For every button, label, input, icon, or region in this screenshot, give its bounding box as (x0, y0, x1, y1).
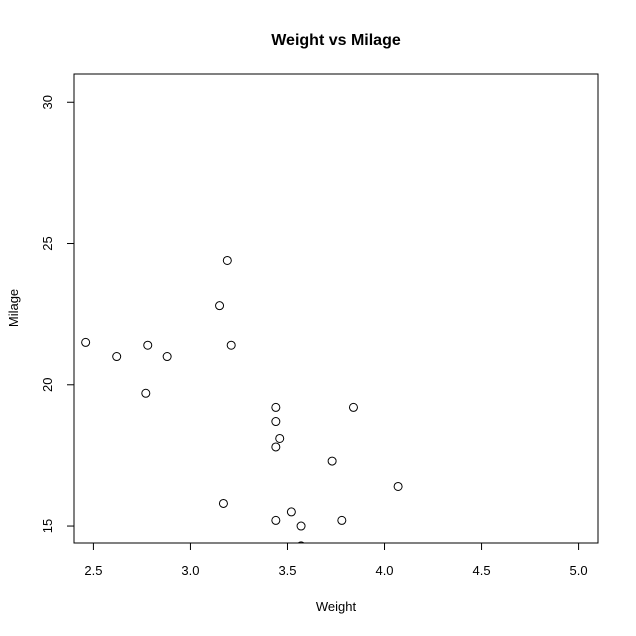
x-axis: 2.5 3.0 3.5 4.0 4.5 5.0 (84, 542, 588, 578)
data-point (286, 507, 296, 517)
y-tick-label: 30 (40, 95, 55, 109)
data-point (393, 481, 403, 491)
data-point (215, 301, 225, 311)
x-tick-label: 4.0 (375, 563, 393, 578)
data-point (218, 498, 228, 508)
data-point (296, 521, 306, 531)
data-point (81, 337, 91, 347)
data-point (141, 388, 151, 398)
x-tick-label: 5.0 (570, 563, 588, 578)
data-point (143, 340, 153, 350)
x-tick-label: 4.5 (473, 563, 491, 578)
plot-frame (73, 73, 599, 544)
data-point (327, 456, 337, 466)
data-points (81, 255, 403, 543)
data-point (271, 442, 281, 452)
x-tick-label: 3.0 (181, 563, 199, 578)
data-point (275, 433, 285, 443)
y-axis: 15 20 25 30 (40, 95, 75, 533)
y-tick-label: 15 (40, 519, 55, 533)
data-point (226, 340, 236, 350)
data-point (271, 402, 281, 412)
data-point (222, 255, 232, 265)
chart-title: Weight vs Milage (271, 32, 401, 49)
data-point (271, 515, 281, 525)
x-tick-label: 3.5 (278, 563, 296, 578)
x-axis-label: Weight (316, 599, 357, 614)
data-point (297, 541, 305, 543)
data-point (162, 352, 172, 362)
y-tick-label: 20 (40, 378, 55, 392)
x-tick-label: 2.5 (84, 563, 102, 578)
y-tick-label: 25 (40, 236, 55, 250)
data-point (112, 352, 122, 362)
data-point (348, 402, 358, 412)
y-axis-label: Milage (6, 289, 21, 327)
data-point (271, 417, 281, 427)
data-point (337, 515, 347, 525)
